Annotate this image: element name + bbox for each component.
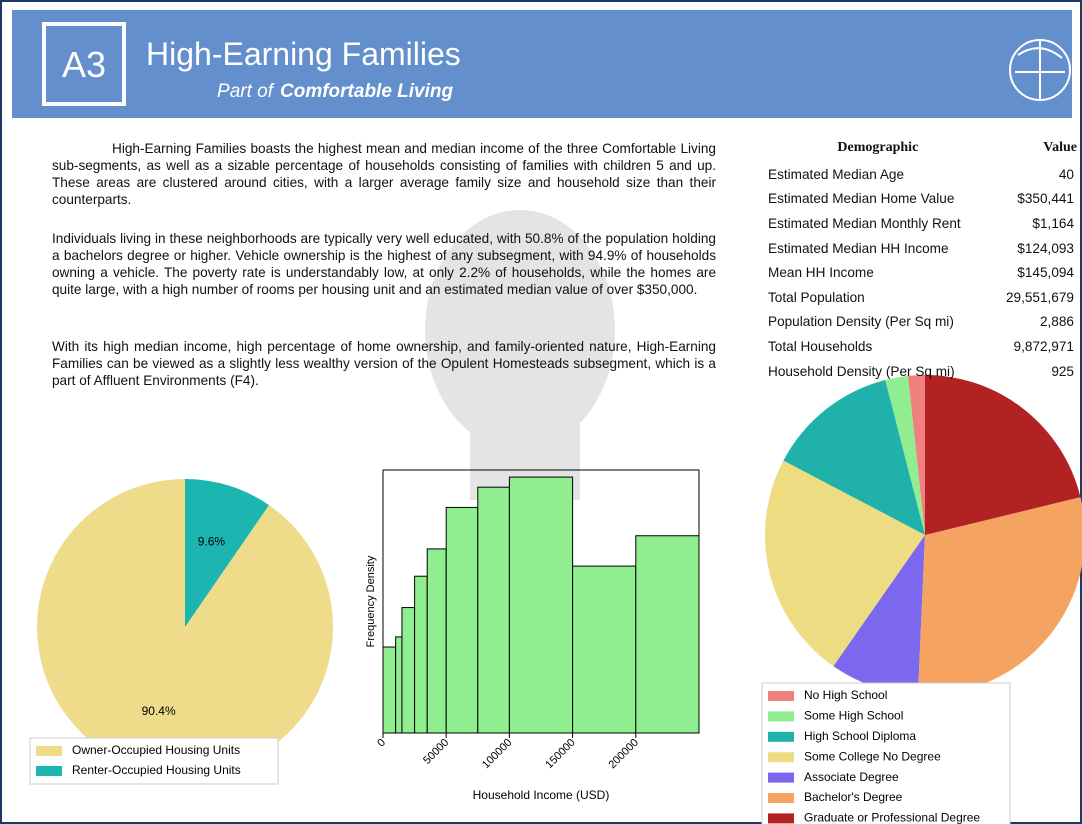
legend-label: High School Diploma (804, 729, 916, 743)
legend-label: Graduate or Professional Degree (804, 811, 980, 824)
histogram-bar (509, 477, 572, 733)
slice-label: 9.6% (198, 534, 226, 548)
subtitle-prefix: Part of (217, 81, 275, 102)
histogram-bar (478, 487, 510, 733)
legend-label: No High School (804, 688, 887, 702)
cell-value: $145,094 (992, 260, 1078, 285)
x-tick-label: 100000 (480, 737, 514, 771)
histogram-bar (402, 608, 415, 733)
legend-swatch (768, 813, 794, 823)
x-tick-label: 50000 (421, 737, 451, 767)
cell-value: 29,551,679 (992, 285, 1078, 310)
cell-value: 925 (992, 359, 1078, 384)
canvas: A3 High-Earning Families Part of Comfort… (0, 0, 1082, 824)
cell-label: Estimated Median Monthly Rent (764, 211, 992, 236)
cell-label: Total Households (764, 334, 992, 359)
cell-label: Total Population (764, 285, 992, 310)
table-row: Estimated Median Monthly Rent$1,164 (764, 211, 1078, 236)
histogram-bar (446, 507, 478, 733)
legend-swatch (768, 691, 794, 701)
legend-swatch (768, 752, 794, 762)
paragraph: Individuals living in these neighborhood… (52, 230, 716, 298)
y-axis-label: Frequency Density (365, 555, 377, 647)
table-row: Mean HH Income$145,094 (764, 260, 1078, 285)
histogram-bar (573, 566, 636, 733)
cell-label: Estimated Median Home Value (764, 187, 992, 212)
legend-label: Renter-Occupied Housing Units (72, 763, 241, 777)
legend-swatch (768, 711, 794, 721)
badge: A3 (62, 44, 106, 85)
legend-label: Associate Degree (804, 770, 899, 784)
page: A3 High-Earning Families Part of Comfort… (0, 0, 1082, 824)
cell-label: Estimated Median HH Income (764, 236, 992, 261)
slice-label: 90.4% (142, 704, 176, 718)
legend-label: Some College No Degree (804, 749, 941, 763)
cell-label: Estimated Median Age (764, 162, 992, 187)
histogram-bar (427, 549, 446, 733)
cell-value: 9,872,971 (992, 334, 1078, 359)
legend-label: Some High School (804, 709, 903, 723)
histogram-bar (383, 647, 396, 733)
column-header: Value (992, 134, 1078, 162)
cell-value: $1,164 (992, 211, 1078, 236)
x-tick-label: 200000 (606, 737, 640, 771)
legend-swatch (768, 773, 794, 783)
legend-swatch (768, 793, 794, 803)
cell-value: 2,886 (992, 310, 1078, 335)
histogram-bar (396, 637, 402, 733)
paragraph: With its high median income, high percen… (52, 338, 716, 389)
table-row: Household Density (Per Sq mi)925 (764, 359, 1078, 384)
legend-label: Bachelor's Degree (804, 790, 903, 804)
x-tick-label: 0 (375, 737, 388, 750)
legend-swatch (768, 732, 794, 742)
table-row: Estimated Median HH Income$124,093 (764, 236, 1078, 261)
title: High-Earning Families (146, 36, 461, 72)
cell-value: 40 (992, 162, 1078, 187)
cell-value: $124,093 (992, 236, 1078, 261)
x-axis-label: Household Income (USD) (473, 788, 610, 802)
cell-label: Population Density (Per Sq mi) (764, 310, 992, 335)
subtitle-segment: Comfortable Living (280, 81, 454, 102)
cell-value: $350,441 (992, 187, 1078, 212)
table-row: Estimated Median Home Value$350,441 (764, 187, 1078, 212)
paragraph: High-Earning Families boasts the highest… (52, 140, 716, 208)
legend-swatch (36, 766, 62, 776)
x-tick-label: 150000 (543, 737, 577, 771)
histogram-bar (636, 536, 699, 733)
legend-label: Owner-Occupied Housing Units (72, 743, 240, 757)
table-row: Population Density (Per Sq mi)2,886 (764, 310, 1078, 335)
column-header: Demographic (764, 134, 992, 162)
legend-swatch (36, 746, 62, 756)
histogram-bar (415, 576, 428, 733)
cell-label: Mean HH Income (764, 260, 992, 285)
cell-label: Household Density (Per Sq mi) (764, 359, 992, 384)
